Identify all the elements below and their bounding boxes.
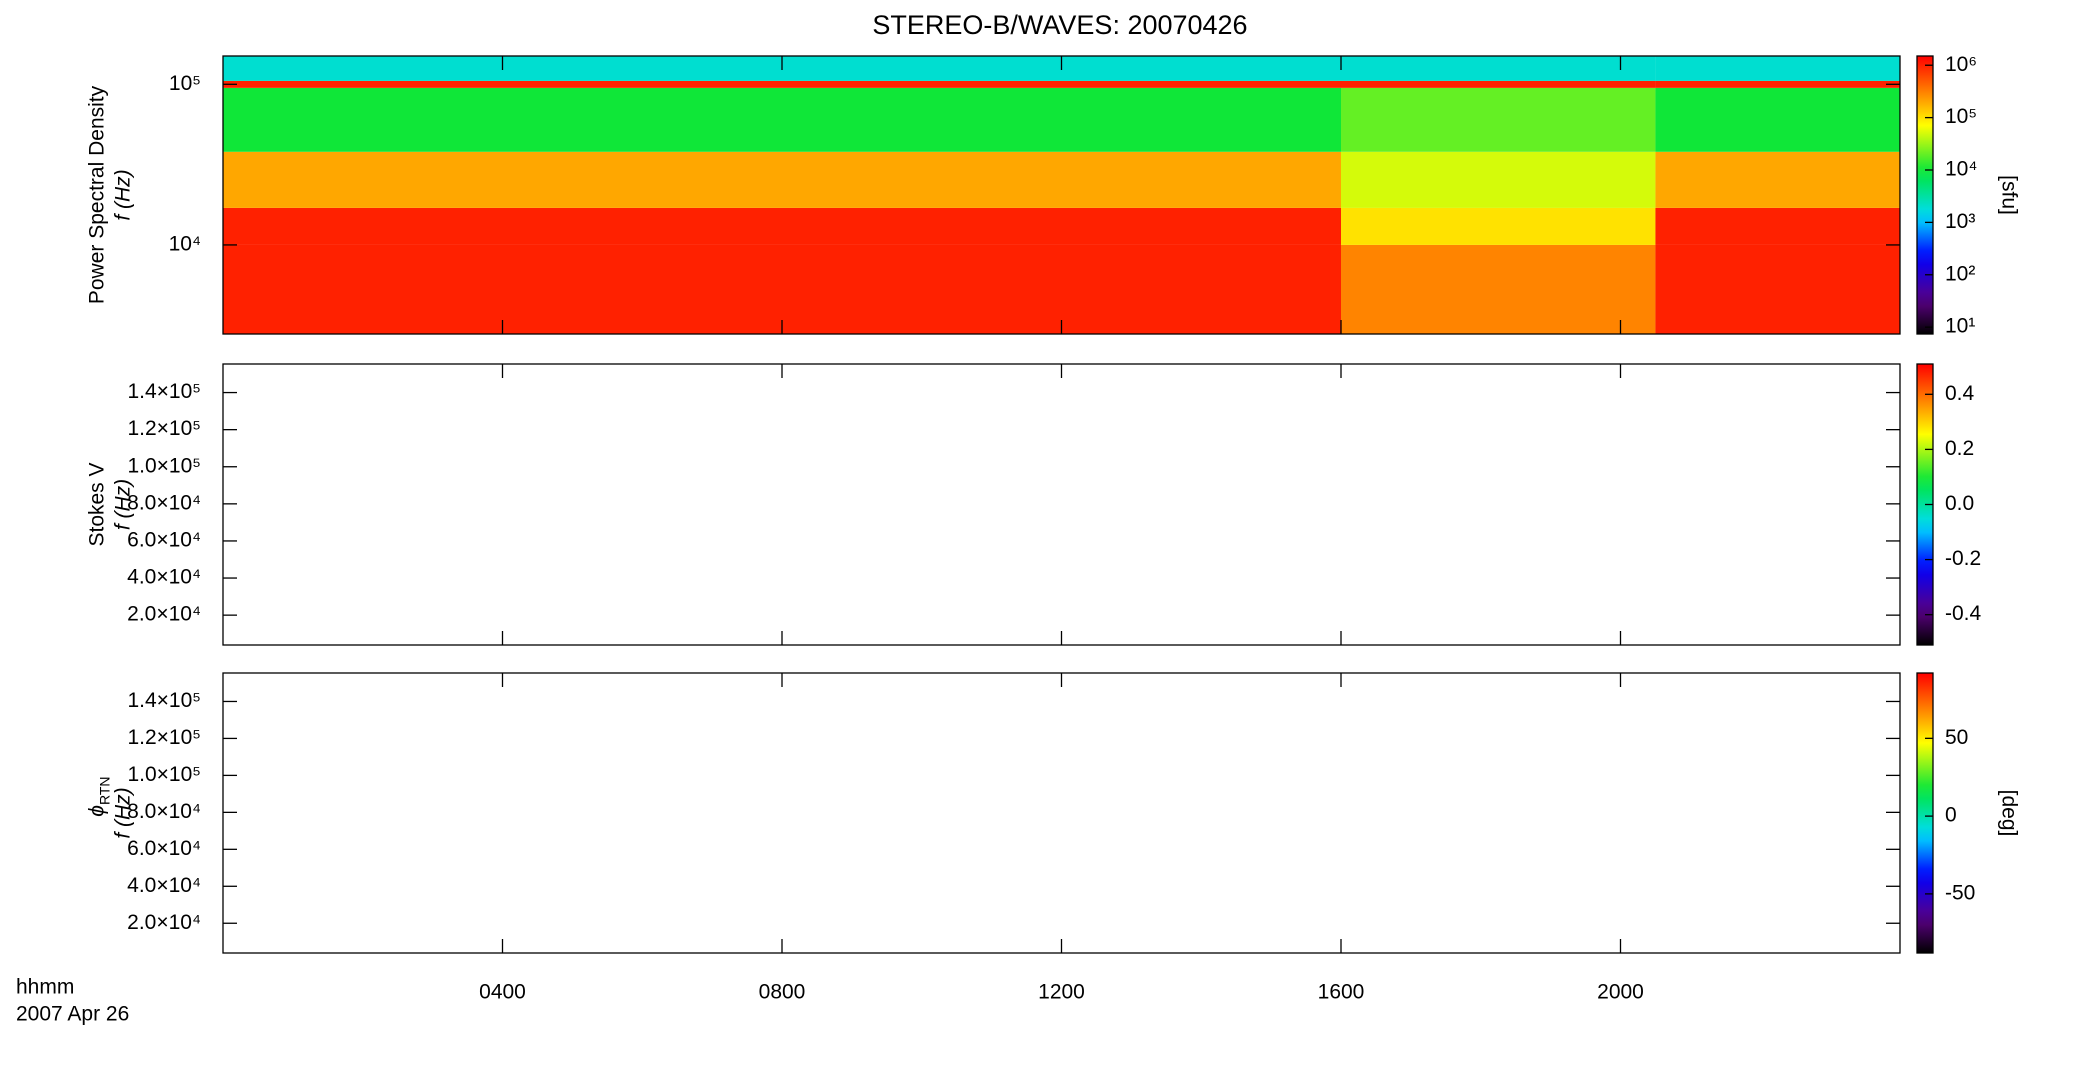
x-tick-label: 0800 <box>759 981 806 1004</box>
colorbar-tick-label: 10³ <box>1945 210 1975 233</box>
heatmap-cell <box>223 87 1341 152</box>
x-tick-label: 1200 <box>1038 981 1085 1004</box>
y-axis-label: ϕ <box>86 805 109 817</box>
x-axis-label: hhmm <box>16 976 74 999</box>
heatmap-cell <box>1655 207 1900 245</box>
colorbar-tick-label: 10⁵ <box>1945 105 1977 128</box>
heatmap-cell <box>1655 87 1900 152</box>
y-tick-label: 2.0×10⁴ <box>127 911 201 934</box>
colorbar <box>1916 55 1934 335</box>
colorbar-tick-label: -0.4 <box>1945 602 1982 625</box>
colorbar-label: [deg] <box>1997 790 2020 837</box>
colorbar-tick-label: 10² <box>1945 262 1975 285</box>
y-tick-label: 10⁴ <box>169 232 201 255</box>
colorbar-label: [sfu] <box>1997 175 2020 215</box>
colorbar-tick-label: 10¹ <box>1945 315 1975 338</box>
heatmap-cell <box>223 207 1341 245</box>
y-tick-label: 1.0×10⁵ <box>127 454 201 477</box>
y-tick-label: 6.0×10⁴ <box>127 528 201 551</box>
y-tick-label: 1.4×10⁵ <box>127 380 201 403</box>
y-tick-label: 2.0×10⁴ <box>127 603 201 626</box>
colorbar-tick-label: 0.4 <box>1945 382 1975 405</box>
colorbar <box>1916 672 1934 954</box>
colorbar-tick-label: 50 <box>1945 726 1968 749</box>
y-tick-label: 4.0×10⁴ <box>127 874 201 897</box>
colorbar-tick-label: -50 <box>1945 881 1975 904</box>
heatmap-cell <box>1341 56 1656 81</box>
colorbar-tick-label: 0 <box>1945 804 1957 827</box>
heatmap-cell <box>223 151 1341 208</box>
y-tick-label: 1.0×10⁵ <box>127 763 201 786</box>
y-axis-label: Power Spectral Density <box>86 85 109 304</box>
heatmap-cell <box>1655 244 1900 334</box>
y-tick-label: 6.0×10⁴ <box>127 837 201 860</box>
colorbar-tick-label: 0.2 <box>1945 437 1974 460</box>
colorbar-tick-label: 10⁴ <box>1945 158 1977 181</box>
heatmap-cell <box>1341 244 1656 334</box>
x-tick-label: 1600 <box>1318 981 1365 1004</box>
y-tick-label: 8.0×10⁴ <box>127 800 201 823</box>
heatmap-cell <box>1655 151 1900 208</box>
x-tick-label: 0400 <box>479 981 526 1004</box>
y-axis-label-subscript: RTN <box>97 776 113 805</box>
x-tick-label: 2000 <box>1597 981 1644 1004</box>
heatmap-cell <box>1341 151 1656 208</box>
plot-frame <box>222 672 1901 954</box>
heatmap-cell <box>1341 80 1656 88</box>
heatmap-cell <box>1655 80 1900 88</box>
colorbar-tick-label: 10⁶ <box>1945 53 1977 76</box>
y-axis-label: f (Hz) <box>112 479 135 530</box>
heatmap-cell <box>1341 207 1656 245</box>
y-tick-label: 1.4×10⁵ <box>127 689 201 712</box>
heatmap-cell <box>1341 87 1656 152</box>
plot-frame <box>222 363 1901 646</box>
chart-title: STEREO-B/WAVES: 20070426 <box>872 10 1247 40</box>
y-tick-label: 1.2×10⁵ <box>127 417 201 440</box>
y-axis-label: f (Hz) <box>112 169 135 220</box>
heatmap-cell <box>223 244 1341 334</box>
y-axis-label: f (Hz) <box>112 787 135 838</box>
y-tick-label: 8.0×10⁴ <box>127 491 201 514</box>
y-tick-label: 10⁵ <box>169 72 201 95</box>
colorbar-tick-label: 0.0 <box>1945 492 1974 515</box>
y-tick-label: 4.0×10⁴ <box>127 566 201 589</box>
heatmap-cell <box>1655 56 1900 81</box>
x-axis-sublabel: 2007 Apr 26 <box>16 1003 129 1026</box>
colorbar-tick-label: -0.2 <box>1945 547 1981 570</box>
heatmap-cell <box>223 80 1341 88</box>
y-tick-label: 1.2×10⁵ <box>127 726 201 749</box>
y-axis-label: Stokes V <box>86 462 109 546</box>
